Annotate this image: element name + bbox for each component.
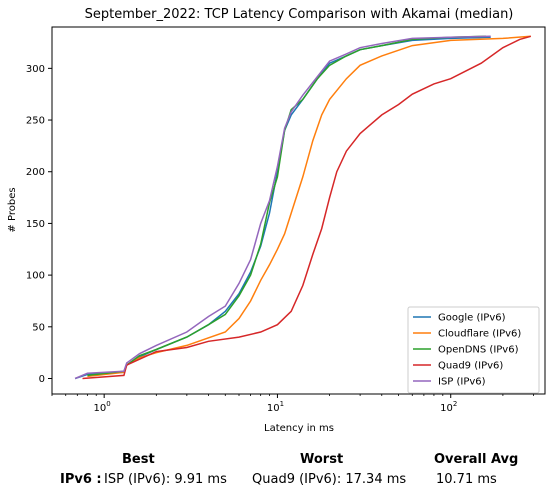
legend-label: Google (IPv6) xyxy=(438,313,506,324)
series-line-4 xyxy=(82,35,532,380)
plot-area xyxy=(74,35,532,380)
summary-best-value: ISP (IPv6): 9.91 ms xyxy=(104,472,227,487)
x-tick-label: 100 xyxy=(94,400,111,414)
summary-worst-value: Quad9 (IPv6): 17.34 ms xyxy=(252,472,407,487)
legend: Google (IPv6) Cloudflare (IPv6) OpenDNS (I… xyxy=(407,306,540,394)
series-line-3 xyxy=(87,35,487,377)
y-axis-label: # Probes xyxy=(7,187,18,232)
series-line-5 xyxy=(74,35,491,380)
summary-header-worst: Worst xyxy=(300,452,344,467)
series-line-2 xyxy=(87,35,531,378)
x-tick-label: 101 xyxy=(267,400,284,414)
x-axis-label: Latency in ms xyxy=(264,423,334,434)
summary-overall-value: 10.71 ms xyxy=(436,472,497,487)
y-tick-label: 150 xyxy=(26,219,45,230)
chart-title: September_2022: TCP Latency Comparison w… xyxy=(85,7,514,22)
x-tick-label: 102 xyxy=(440,400,457,414)
plot-frame xyxy=(51,26,546,395)
summary-header-best: Best xyxy=(122,452,155,467)
y-tick-label: 250 xyxy=(26,116,45,127)
y-tick-label: 100 xyxy=(26,271,45,282)
y-tick-label: 200 xyxy=(26,167,45,178)
legend-label: Cloudflare (IPv6) xyxy=(438,329,521,340)
y-tick-label: 300 xyxy=(26,64,45,75)
legend-label: Quad9 (IPv6) xyxy=(438,361,503,372)
legend-label: OpenDNS (IPv6) xyxy=(438,345,519,356)
chart: September_2022: TCP Latency Comparison w… xyxy=(7,7,546,434)
summary-header-overall: Overall Avg xyxy=(434,452,519,467)
y-tick-label: 50 xyxy=(32,322,45,333)
y-tick-label: 0 xyxy=(39,374,45,385)
legend-box xyxy=(407,306,540,394)
summary-row-label: IPv6 : xyxy=(60,472,102,487)
legend-label: ISP (IPv6) xyxy=(438,377,486,388)
